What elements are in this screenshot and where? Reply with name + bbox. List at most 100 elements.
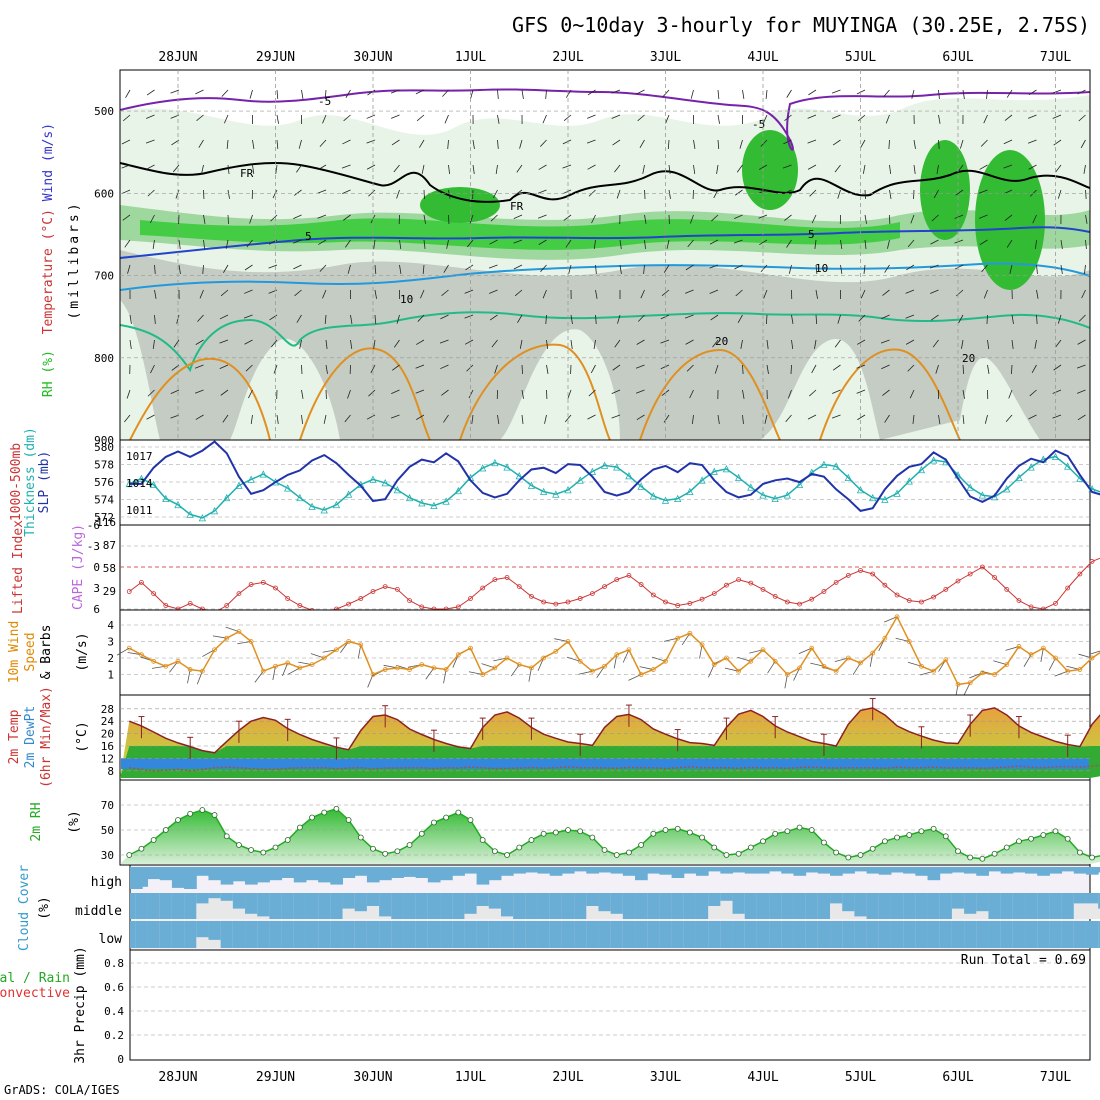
upper-wind-barb [709, 239, 719, 245]
wind-speed-point [638, 672, 644, 677]
upper-wind-barb [252, 139, 255, 149]
upper-wind-barb [227, 189, 230, 199]
upper-wind-barb [710, 314, 719, 321]
cloud-high-bar [854, 867, 868, 872]
upper-wind-barb [145, 139, 155, 144]
rh-point [357, 834, 364, 841]
upper-wind-barb [565, 239, 572, 248]
thickness-point [966, 483, 974, 491]
rh-point [894, 834, 900, 841]
contour-label-fr-a: FR [240, 167, 254, 180]
rh-point [613, 852, 620, 858]
upper-wind-barb [252, 164, 255, 174]
upper-wind-barb [570, 314, 573, 324]
upper-wind-barb [1080, 139, 1086, 149]
upper-wind-barb [612, 364, 621, 371]
upper-wind-barb [938, 89, 940, 99]
rh2m-panel: 70 50 30 2m RH (%) [29, 779, 1100, 866]
wind-speed-point [407, 667, 412, 672]
rh2m-ylabel: 2m RH (%) [29, 802, 82, 841]
lifted-index-point [346, 601, 352, 607]
upper-wind-barb [1003, 164, 1013, 169]
upper-wind-barb [1052, 114, 1062, 119]
rh-point [382, 850, 389, 857]
upper-wind-barb [686, 364, 694, 372]
ylabel-millibars: (millibars) [67, 200, 82, 319]
rh-point [443, 814, 450, 821]
lifted-index-point [699, 596, 705, 602]
slp-tick-label: 1017 [126, 450, 153, 463]
precip-tick-label: 0.8 [104, 957, 124, 970]
cloud-layer-bar [305, 893, 319, 919]
upper-wind-barb [421, 164, 425, 174]
upper-wind-barb [889, 164, 892, 174]
upper-wind-barb [1011, 314, 1014, 324]
thickness-point [515, 471, 523, 480]
cloud-layer-bar [196, 921, 209, 938]
upper-wind-barb [470, 89, 474, 99]
cloud-high-bar [635, 867, 648, 881]
cloud-high-bar [988, 867, 1002, 872]
upper-wind-barb [1003, 139, 1013, 145]
cloud-layer-bar [939, 893, 953, 919]
upper-wind-barb [488, 264, 498, 269]
upper-wind-barb [497, 139, 499, 150]
upper-wind-barb [931, 214, 939, 222]
wind-speed-point [858, 660, 863, 666]
cloud-high-bar [342, 867, 356, 878]
upper-wind-barb [595, 264, 597, 274]
upper-wind-barb [443, 264, 449, 273]
upper-wind-barb [938, 139, 940, 150]
rh-point [418, 830, 425, 837]
rh-point [187, 810, 194, 817]
rh-point [601, 847, 608, 853]
lifted-index-point [504, 575, 510, 580]
upper-wind-barb [344, 414, 351, 423]
lifted-index-point [492, 577, 498, 582]
wind-speed-point [784, 672, 790, 677]
cloud-layer-bar [671, 921, 685, 948]
upper-wind-barb [860, 139, 866, 149]
cloud-high-bar [500, 867, 514, 876]
wind10m-axis-ticks: 4 3 2 1 [107, 619, 114, 682]
rh-point [626, 849, 632, 856]
lifted-index-point [638, 582, 644, 587]
upper-wind-barb [293, 214, 302, 220]
rh-point [199, 807, 206, 813]
5-isotherm-line [120, 226, 1090, 259]
top-date-label: 30JUN [353, 50, 392, 65]
upper-wind-barb [815, 289, 818, 299]
upper-wind-barb [443, 414, 449, 423]
dewpoint-band [121, 758, 1089, 769]
cloud-layer-bar [622, 921, 636, 948]
upper-wind-barb [759, 164, 768, 170]
lifted-index-point [882, 582, 888, 588]
upper-wind-barb [614, 164, 621, 173]
cloud-high-bar [890, 867, 904, 873]
upper-wind-barb [1060, 264, 1063, 274]
upper-wind-barb [860, 289, 866, 299]
rh-point [223, 833, 230, 840]
top-date-label: 7JUL [1040, 50, 1071, 65]
upper-wind-barb [1052, 414, 1062, 419]
lifted-index-point [1077, 571, 1083, 577]
cloud-layer-bar [756, 921, 770, 948]
cloud-layer-bar [415, 921, 429, 948]
cloud-high-bar [671, 867, 685, 878]
lifted-index-point [736, 577, 742, 582]
upper-wind-barb [693, 139, 696, 149]
top-date-axis: 28JUN 29JUN 30JUN 1JUL 2JUL 3JUL 4JUL 5JUL 6JUL 7… [158, 50, 1071, 65]
lifted-index-points [126, 559, 1095, 615]
wind-speed-point [199, 668, 205, 674]
thickness-point [186, 510, 194, 518]
upper-wind-barb [831, 89, 841, 94]
upper-wind-barb [619, 239, 622, 249]
temp-series-line [129, 707, 1100, 754]
ylabel-thickness: Thickness (dm) [23, 427, 38, 537]
lifted-index-point [407, 598, 412, 603]
rh-point [1052, 828, 1059, 835]
bottom-date-label: 4JUL [747, 1070, 778, 1085]
cloud-layer-bar [927, 893, 941, 919]
cloud-layer-bar [671, 893, 685, 919]
lifted-index-point [687, 601, 693, 606]
